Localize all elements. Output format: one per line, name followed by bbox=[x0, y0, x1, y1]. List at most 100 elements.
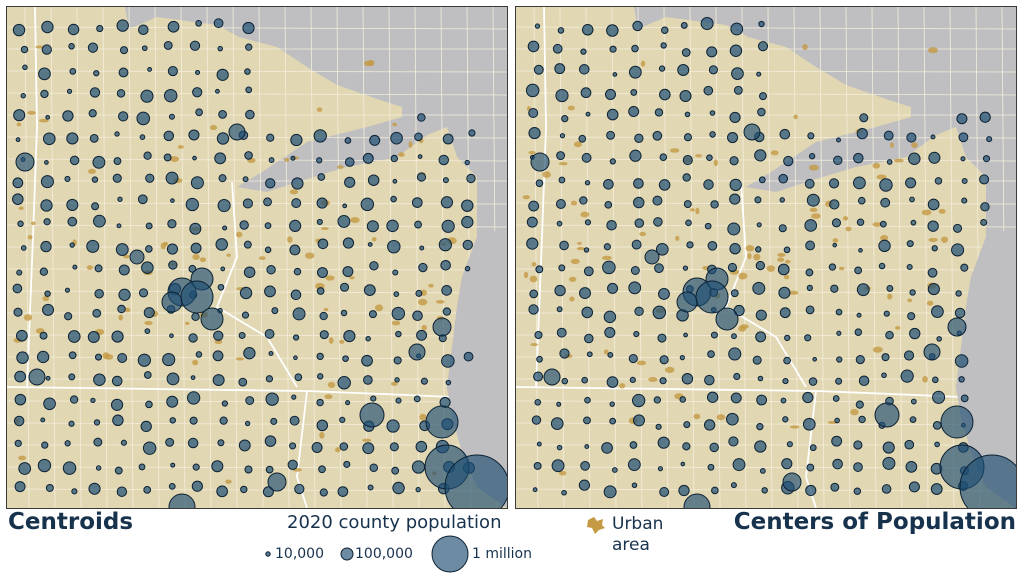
county-circle bbox=[728, 347, 742, 361]
county-circle bbox=[239, 286, 253, 300]
county-circle bbox=[853, 487, 862, 495]
county-circle bbox=[752, 355, 762, 365]
county-circle bbox=[927, 198, 940, 211]
county-circle bbox=[442, 307, 452, 316]
county-circle bbox=[145, 245, 153, 253]
county-circle bbox=[682, 155, 693, 166]
legend-label-1-million: 1 million bbox=[472, 546, 532, 562]
county-circle bbox=[680, 461, 686, 467]
county-circle bbox=[683, 332, 688, 338]
county-circle bbox=[66, 132, 79, 145]
county-circle bbox=[190, 176, 204, 190]
county-circle bbox=[631, 239, 642, 250]
county-circle bbox=[707, 350, 715, 358]
county-circle bbox=[291, 394, 297, 400]
county-circle bbox=[313, 129, 327, 143]
county-circle bbox=[116, 486, 128, 497]
county-circle bbox=[93, 373, 106, 386]
metro-circle bbox=[530, 152, 550, 172]
county-circle bbox=[831, 435, 843, 447]
county-circle bbox=[729, 111, 741, 124]
county-circle bbox=[782, 416, 789, 423]
county-circle bbox=[168, 260, 178, 270]
map-centroids bbox=[7, 7, 507, 508]
county-circle bbox=[140, 420, 152, 433]
county-circle bbox=[628, 65, 642, 79]
county-circle bbox=[556, 306, 563, 313]
county-circle bbox=[954, 354, 969, 368]
county-circle bbox=[784, 334, 791, 342]
county-circle bbox=[757, 375, 764, 382]
county-circle bbox=[461, 215, 474, 229]
county-circle bbox=[729, 44, 743, 57]
county-circle bbox=[802, 417, 816, 431]
county-circle bbox=[212, 350, 224, 362]
metro-circle bbox=[432, 317, 452, 337]
county-circle bbox=[958, 132, 969, 143]
county-circle bbox=[136, 111, 151, 126]
county-circle bbox=[216, 485, 228, 498]
county-circle bbox=[856, 128, 868, 140]
county-circle bbox=[534, 330, 543, 340]
county-circle bbox=[609, 417, 617, 425]
county-circle bbox=[930, 134, 936, 140]
county-circle bbox=[679, 396, 687, 403]
county-circle bbox=[271, 307, 279, 315]
county-circle bbox=[89, 87, 101, 98]
county-circle bbox=[627, 458, 641, 472]
county-circle bbox=[189, 40, 201, 51]
county-circle bbox=[552, 43, 563, 54]
county-circle bbox=[531, 415, 542, 425]
county-circle bbox=[411, 197, 423, 208]
county-circle bbox=[440, 196, 454, 209]
county-circle bbox=[215, 238, 228, 251]
county-circle bbox=[116, 223, 122, 229]
county-circle bbox=[168, 113, 175, 120]
county-circle bbox=[114, 131, 120, 137]
county-circle bbox=[853, 462, 863, 472]
county-circle bbox=[905, 460, 918, 473]
county-circle bbox=[782, 377, 789, 385]
county-circle bbox=[630, 266, 640, 275]
county-circle bbox=[711, 486, 719, 495]
county-circle bbox=[344, 157, 355, 167]
county-circle bbox=[15, 329, 28, 342]
county-circle bbox=[683, 421, 691, 429]
county-circle bbox=[604, 201, 613, 209]
county-circle bbox=[729, 193, 741, 205]
county-circle bbox=[828, 178, 840, 189]
county-circle bbox=[445, 379, 452, 386]
county-circle bbox=[881, 372, 887, 379]
county-circle bbox=[903, 350, 915, 361]
county-circle bbox=[112, 173, 122, 183]
county-circle bbox=[658, 65, 666, 72]
county-circle bbox=[606, 376, 619, 388]
county-circle bbox=[441, 219, 455, 233]
county-circle bbox=[754, 440, 767, 453]
county-circle bbox=[169, 417, 176, 424]
county-circle bbox=[680, 22, 688, 29]
county-circle bbox=[754, 196, 762, 204]
county-circle bbox=[87, 331, 100, 344]
county-circle bbox=[602, 260, 616, 275]
county-circle bbox=[441, 285, 453, 296]
county-circle bbox=[630, 88, 638, 96]
county-circle bbox=[216, 68, 229, 81]
map-panel-centroids bbox=[6, 6, 508, 509]
county-circle bbox=[218, 174, 227, 183]
county-circle bbox=[115, 243, 129, 256]
county-circle bbox=[319, 330, 329, 340]
county-circle bbox=[195, 108, 203, 117]
county-circle bbox=[238, 439, 251, 452]
county-circle bbox=[12, 177, 24, 189]
county-circle bbox=[709, 442, 719, 453]
county-circle bbox=[633, 178, 644, 189]
county-circle bbox=[659, 88, 671, 101]
county-circle bbox=[907, 312, 916, 321]
county-circle bbox=[217, 199, 231, 213]
county-circle bbox=[43, 397, 56, 411]
county-circle bbox=[658, 288, 670, 300]
county-circle bbox=[885, 330, 894, 340]
county-circle bbox=[581, 306, 594, 319]
county-circle bbox=[730, 482, 737, 489]
